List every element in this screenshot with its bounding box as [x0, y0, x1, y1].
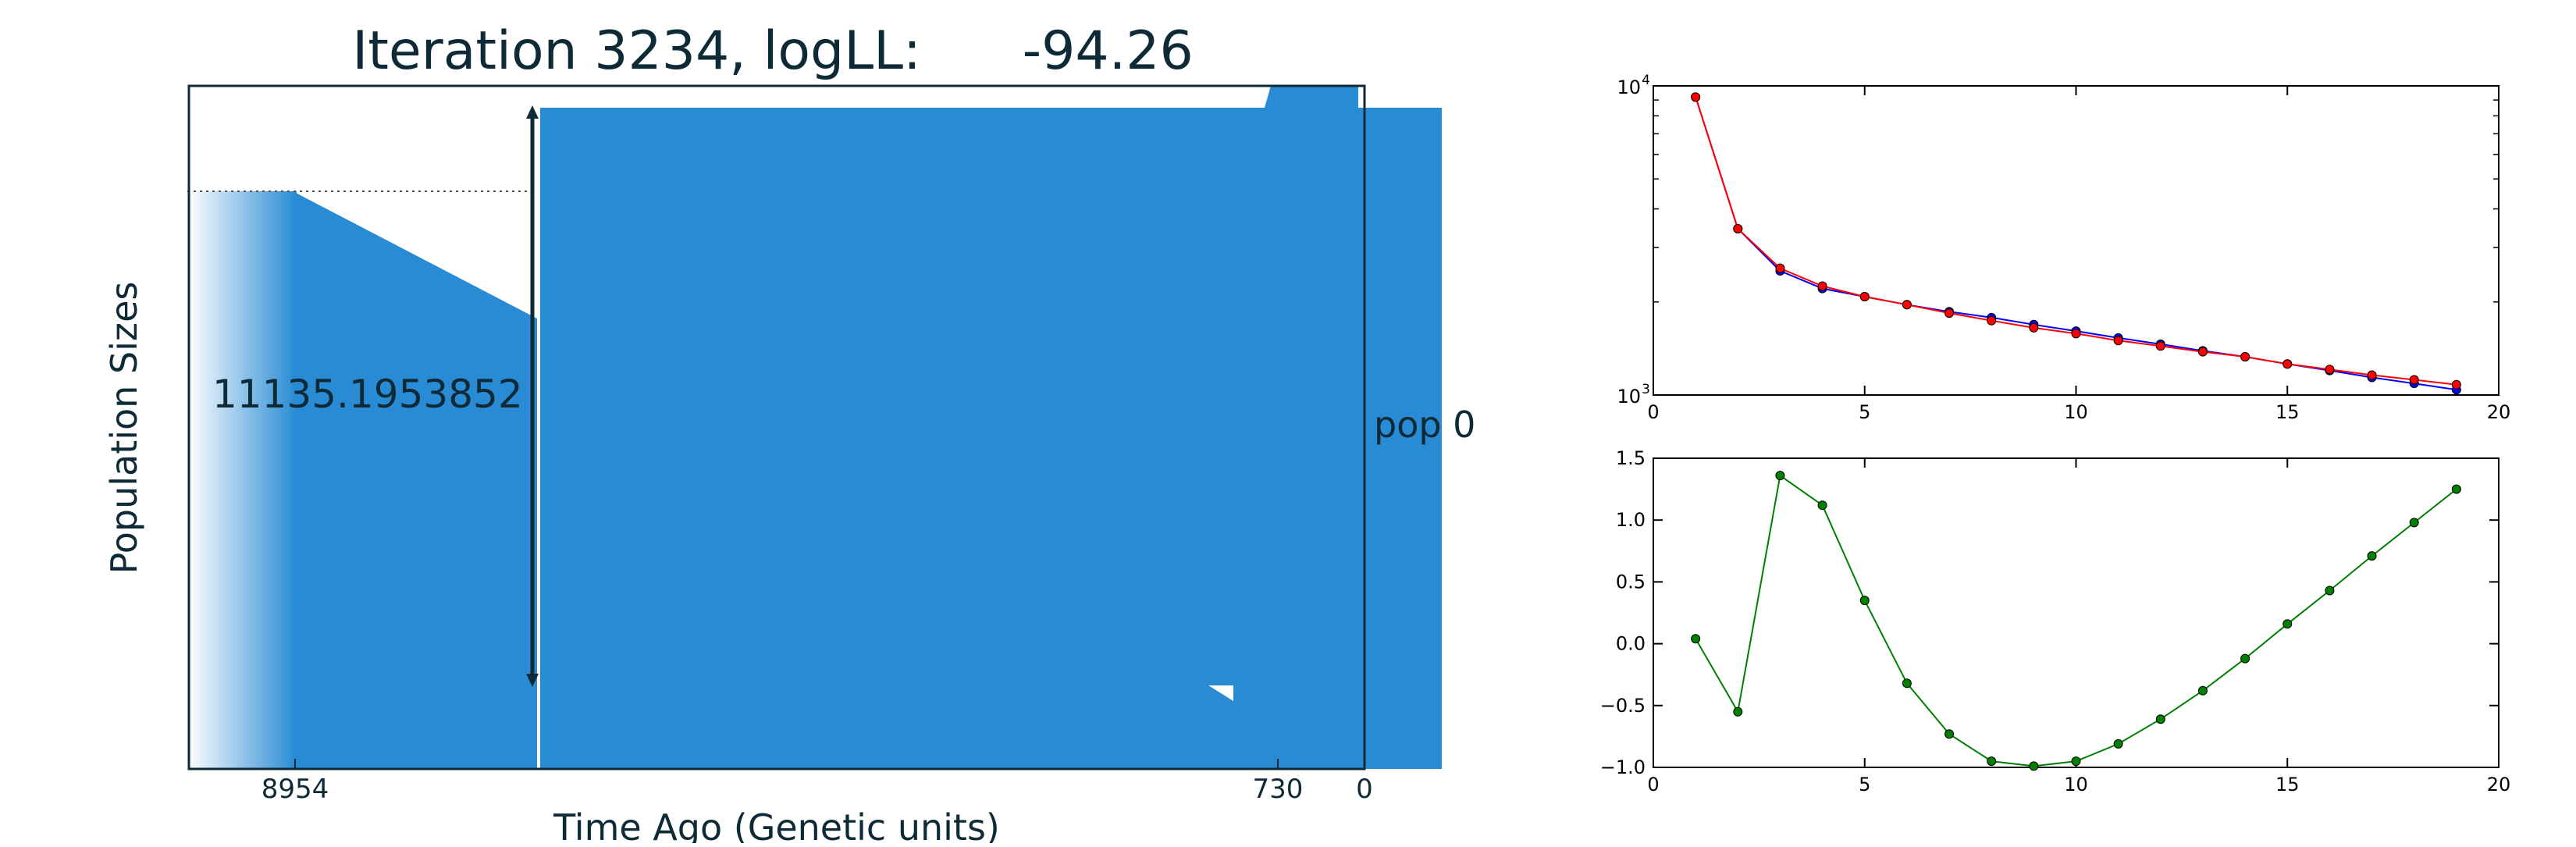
- data-point: [2451, 484, 2461, 494]
- series-line-0: [1695, 474, 2457, 767]
- data-point: [2113, 738, 2123, 749]
- data-point: [2155, 714, 2165, 724]
- data-point: [1987, 756, 1997, 767]
- x-tick-label: 5: [1859, 401, 1870, 423]
- population-shape-recent: [1265, 86, 1358, 769]
- data-point: [2197, 685, 2208, 696]
- size-arrow-head-top: [526, 105, 539, 119]
- population-fade-region: [187, 191, 297, 769]
- population-size-label: 11135.1953852: [212, 372, 523, 417]
- x-tick-label: 20: [2487, 401, 2511, 423]
- data-point: [1902, 300, 1912, 310]
- data-point: [1944, 308, 1955, 319]
- y-tick-label: 0.5: [1616, 571, 1646, 593]
- x-tick-label: 10: [2064, 774, 2088, 795]
- x-tick-label: 730: [1253, 774, 1304, 805]
- data-point: [2325, 585, 2335, 596]
- data-point: [2240, 653, 2250, 664]
- data-point: [1987, 315, 1997, 326]
- y-tick-exponent: 3: [1642, 382, 1650, 397]
- chart-frame: [1653, 457, 2500, 768]
- x-axis-label: Time Ago (Genetic units): [553, 806, 1000, 843]
- y-tick-label: 10: [1617, 386, 1641, 407]
- x-tick-label: 5: [1859, 774, 1870, 795]
- data-point: [1902, 678, 1912, 689]
- population-plot-frame: [187, 84, 1366, 770]
- x-tick-label: 0: [1356, 774, 1373, 805]
- data-point: [2367, 551, 2377, 561]
- x-tick-label: 15: [2275, 774, 2300, 795]
- y-tick-label: −1.0: [1600, 756, 1646, 778]
- x-tick-label: 10: [2064, 401, 2088, 423]
- y-axis-label: Population Sizes: [103, 282, 145, 575]
- data-point: [1859, 292, 1870, 302]
- population-notch: [1208, 685, 1233, 701]
- panel-title: Iteration 3234, logLL: -94.26: [352, 20, 1194, 82]
- data-point: [2113, 336, 2123, 346]
- data-point: [1775, 471, 1785, 481]
- y-tick-label: 0.0: [1616, 633, 1646, 655]
- data-point: [1775, 263, 1785, 273]
- data-point: [2029, 322, 2039, 333]
- population-panel: Iteration 3234, logLL: -94.26 11135.1953…: [103, 20, 1475, 847]
- y-tick-label: −0.5: [1600, 695, 1646, 717]
- difference-chart: 0 5 10 15 20 1.5 1.0 0.5 0.0 −0.5 −1.0: [1600, 447, 2511, 795]
- population-shape-ancient: [293, 191, 537, 769]
- size-arrow-head-bottom: [526, 674, 539, 687]
- data-point: [1733, 224, 1743, 234]
- data-point: [2451, 379, 2461, 390]
- data-point: [2155, 341, 2165, 351]
- data-point: [1944, 729, 1955, 739]
- y-tick-label: 1.5: [1616, 447, 1646, 469]
- y-tick-exponent: 4: [1642, 73, 1650, 88]
- data-point: [2029, 761, 2039, 771]
- data-point: [2240, 351, 2250, 361]
- chart-frame: [1653, 85, 2500, 396]
- data-point: [1733, 706, 1743, 717]
- data-point: [1817, 281, 1827, 291]
- series-line-1: [1695, 96, 2457, 386]
- x-tick-label: 8954: [262, 774, 329, 805]
- x-tick-label: 20: [2487, 774, 2511, 795]
- y-tick-label: 10: [1617, 77, 1641, 98]
- data-point: [2409, 375, 2419, 385]
- data-point: [2325, 365, 2335, 375]
- data-point: [2409, 518, 2419, 528]
- x-tick-label: 0: [1647, 401, 1659, 423]
- x-tick-label: 0: [1647, 774, 1659, 795]
- data-point: [1691, 92, 1701, 102]
- x-tick-label: 15: [2275, 401, 2300, 423]
- data-point: [1859, 596, 1870, 606]
- data-point: [2282, 619, 2293, 629]
- data-point: [2071, 329, 2081, 339]
- data-point: [1691, 634, 1701, 644]
- data-point: [1817, 500, 1827, 511]
- data-point: [2282, 359, 2293, 369]
- y-tick-label: 1.0: [1616, 509, 1646, 531]
- data-point: [2197, 347, 2208, 357]
- data-point: [2367, 370, 2377, 380]
- data-point: [2071, 756, 2081, 767]
- pop-label: pop 0: [1374, 404, 1475, 446]
- series-line-0: [1695, 96, 2457, 391]
